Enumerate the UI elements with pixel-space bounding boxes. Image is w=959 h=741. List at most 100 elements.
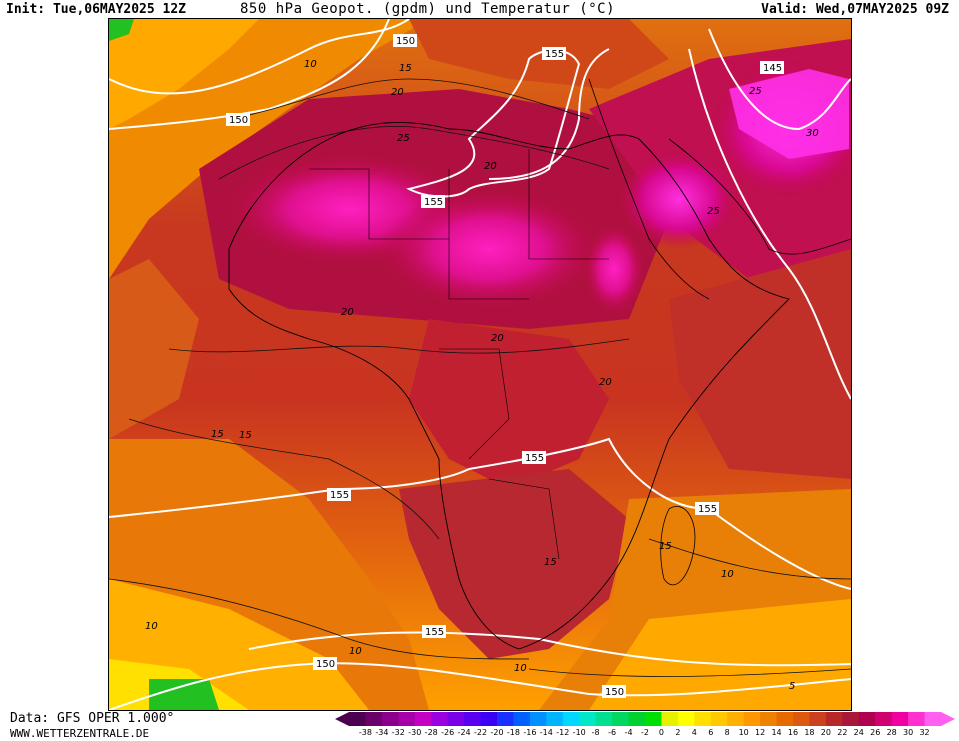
legend-swatch — [908, 712, 926, 726]
svg-text:15: 15 — [544, 557, 557, 568]
svg-text:10: 10 — [721, 569, 734, 580]
svg-text:25: 25 — [707, 206, 720, 217]
legend-swatch — [809, 712, 827, 726]
geopot-label-150-s: 150 — [602, 685, 626, 698]
legend-swatch — [447, 712, 465, 726]
legend-label: -22 — [474, 728, 488, 737]
svg-text:20: 20 — [391, 87, 404, 98]
geopot-contour-east — [688, 48, 851, 400]
geopot-label-155-central: 155 — [522, 451, 546, 464]
geopot-contour-150-south — [109, 662, 851, 710]
website-label: WWW.WETTERZENTRALE.DE — [10, 727, 150, 740]
temp-contour-south — [128, 418, 440, 540]
legend-bar — [335, 712, 955, 726]
svg-text:25: 25 — [397, 133, 410, 144]
iran-hot-core — [729, 69, 849, 159]
legend-swatch — [562, 712, 580, 726]
color-legend: -38 -34 -32 -30 -28 -26 -24 -22 -20 -18 -16 -14 -12-… — [335, 711, 955, 741]
sudan-hot — [584, 224, 644, 314]
geopot-label-155-med: 155 — [542, 47, 566, 60]
legend-swatch — [414, 712, 432, 726]
legend-label: 30 — [903, 728, 914, 737]
temp-contour-sahara — [218, 126, 610, 180]
legend-label: -4 — [624, 728, 633, 737]
svg-text:15: 15 — [211, 429, 224, 440]
svg-text:10: 10 — [304, 59, 317, 70]
legend-label: 10 — [738, 728, 749, 737]
legend-swatch — [365, 712, 383, 726]
legend-label: 0 — [658, 728, 664, 737]
svg-text:150: 150 — [396, 36, 415, 47]
country-border-1 — [309, 168, 449, 240]
svg-text:10: 10 — [145, 621, 158, 632]
legend-swatch — [381, 712, 399, 726]
legend-label: -20 — [490, 728, 504, 737]
legend-arrow-right — [941, 712, 955, 726]
map-canvas: 150 155 150 155 145 155 155 155 150 155 … — [109, 19, 851, 710]
legend-label: 28 — [886, 728, 897, 737]
svg-text:155: 155 — [698, 504, 717, 515]
legend-swatch — [694, 712, 712, 726]
svg-text:30: 30 — [806, 128, 819, 139]
arabia-coast — [668, 138, 851, 255]
legend-label: -30 — [408, 728, 422, 737]
svg-text:15: 15 — [659, 541, 672, 552]
country-border-5 — [488, 478, 560, 560]
nw-green-corner — [109, 19, 134, 41]
geopot-label-145: 145 — [760, 61, 784, 74]
geopot-label-155-west: 155 — [327, 488, 351, 501]
geopot-label-150-west: 150 — [226, 113, 250, 126]
legend-label: 32 — [919, 728, 930, 737]
temp-contour-north — [228, 78, 590, 120]
red-sea-line — [588, 78, 710, 300]
country-border-3 — [528, 149, 609, 260]
geopotential-labels: 150 155 150 155 145 155 155 155 150 155 … — [226, 34, 784, 698]
svg-text:150: 150 — [605, 687, 624, 698]
legend-label: -2 — [641, 728, 649, 737]
legend-swatch — [661, 712, 679, 726]
legend-swatch — [529, 712, 547, 726]
legend-label: -26 — [441, 728, 455, 737]
sahara-hot-center — [379, 189, 599, 309]
svg-text:155: 155 — [330, 490, 349, 501]
west-coast-zone — [109, 259, 199, 439]
svg-text:25: 25 — [749, 86, 762, 97]
legend-swatch — [464, 712, 482, 726]
svg-text:10: 10 — [349, 646, 362, 657]
legend-label: 22 — [837, 728, 848, 737]
svg-text:20: 20 — [341, 307, 354, 318]
legend-arrow-left — [335, 712, 349, 726]
legend-swatch — [677, 712, 695, 726]
svg-text:15: 15 — [399, 63, 412, 74]
legend-swatch — [727, 712, 745, 726]
legend-swatch — [710, 712, 728, 726]
geopot-contour-155-med — [488, 48, 610, 180]
svg-text:155: 155 — [545, 49, 564, 60]
green-patch-sw — [149, 679, 219, 710]
country-border-2 — [448, 169, 529, 300]
legend-swatch — [595, 712, 613, 726]
svg-text:20: 20 — [599, 377, 612, 388]
southern-africa-warm — [399, 469, 629, 659]
legend-label: -16 — [523, 728, 537, 737]
temp-contour-se — [528, 668, 851, 677]
legend-label: 20 — [820, 728, 831, 737]
legend-label: -38 — [358, 728, 372, 737]
legend-swatch — [645, 712, 662, 726]
africa-coastline — [228, 121, 790, 650]
legend-label: 12 — [755, 728, 766, 737]
legend-label: -32 — [391, 728, 405, 737]
chart-title: 850 hPa Geopot. (gpdm) und Temperatur (°… — [240, 1, 616, 17]
geopot-label-150-sw: 150 — [313, 657, 337, 670]
geopot-label-155-south: 155 — [422, 625, 446, 638]
horn-zone — [669, 249, 851, 479]
svg-text:155: 155 — [525, 453, 544, 464]
legend-label: -34 — [375, 728, 389, 737]
legend-swatch — [842, 712, 860, 726]
central-africa-hot — [409, 319, 609, 489]
legend-swatch — [349, 712, 366, 726]
legend-label: 6 — [708, 728, 714, 737]
legend-swatch — [875, 712, 893, 726]
legend-label: -10 — [572, 728, 586, 737]
geopot-label-155-east: 155 — [695, 502, 719, 515]
